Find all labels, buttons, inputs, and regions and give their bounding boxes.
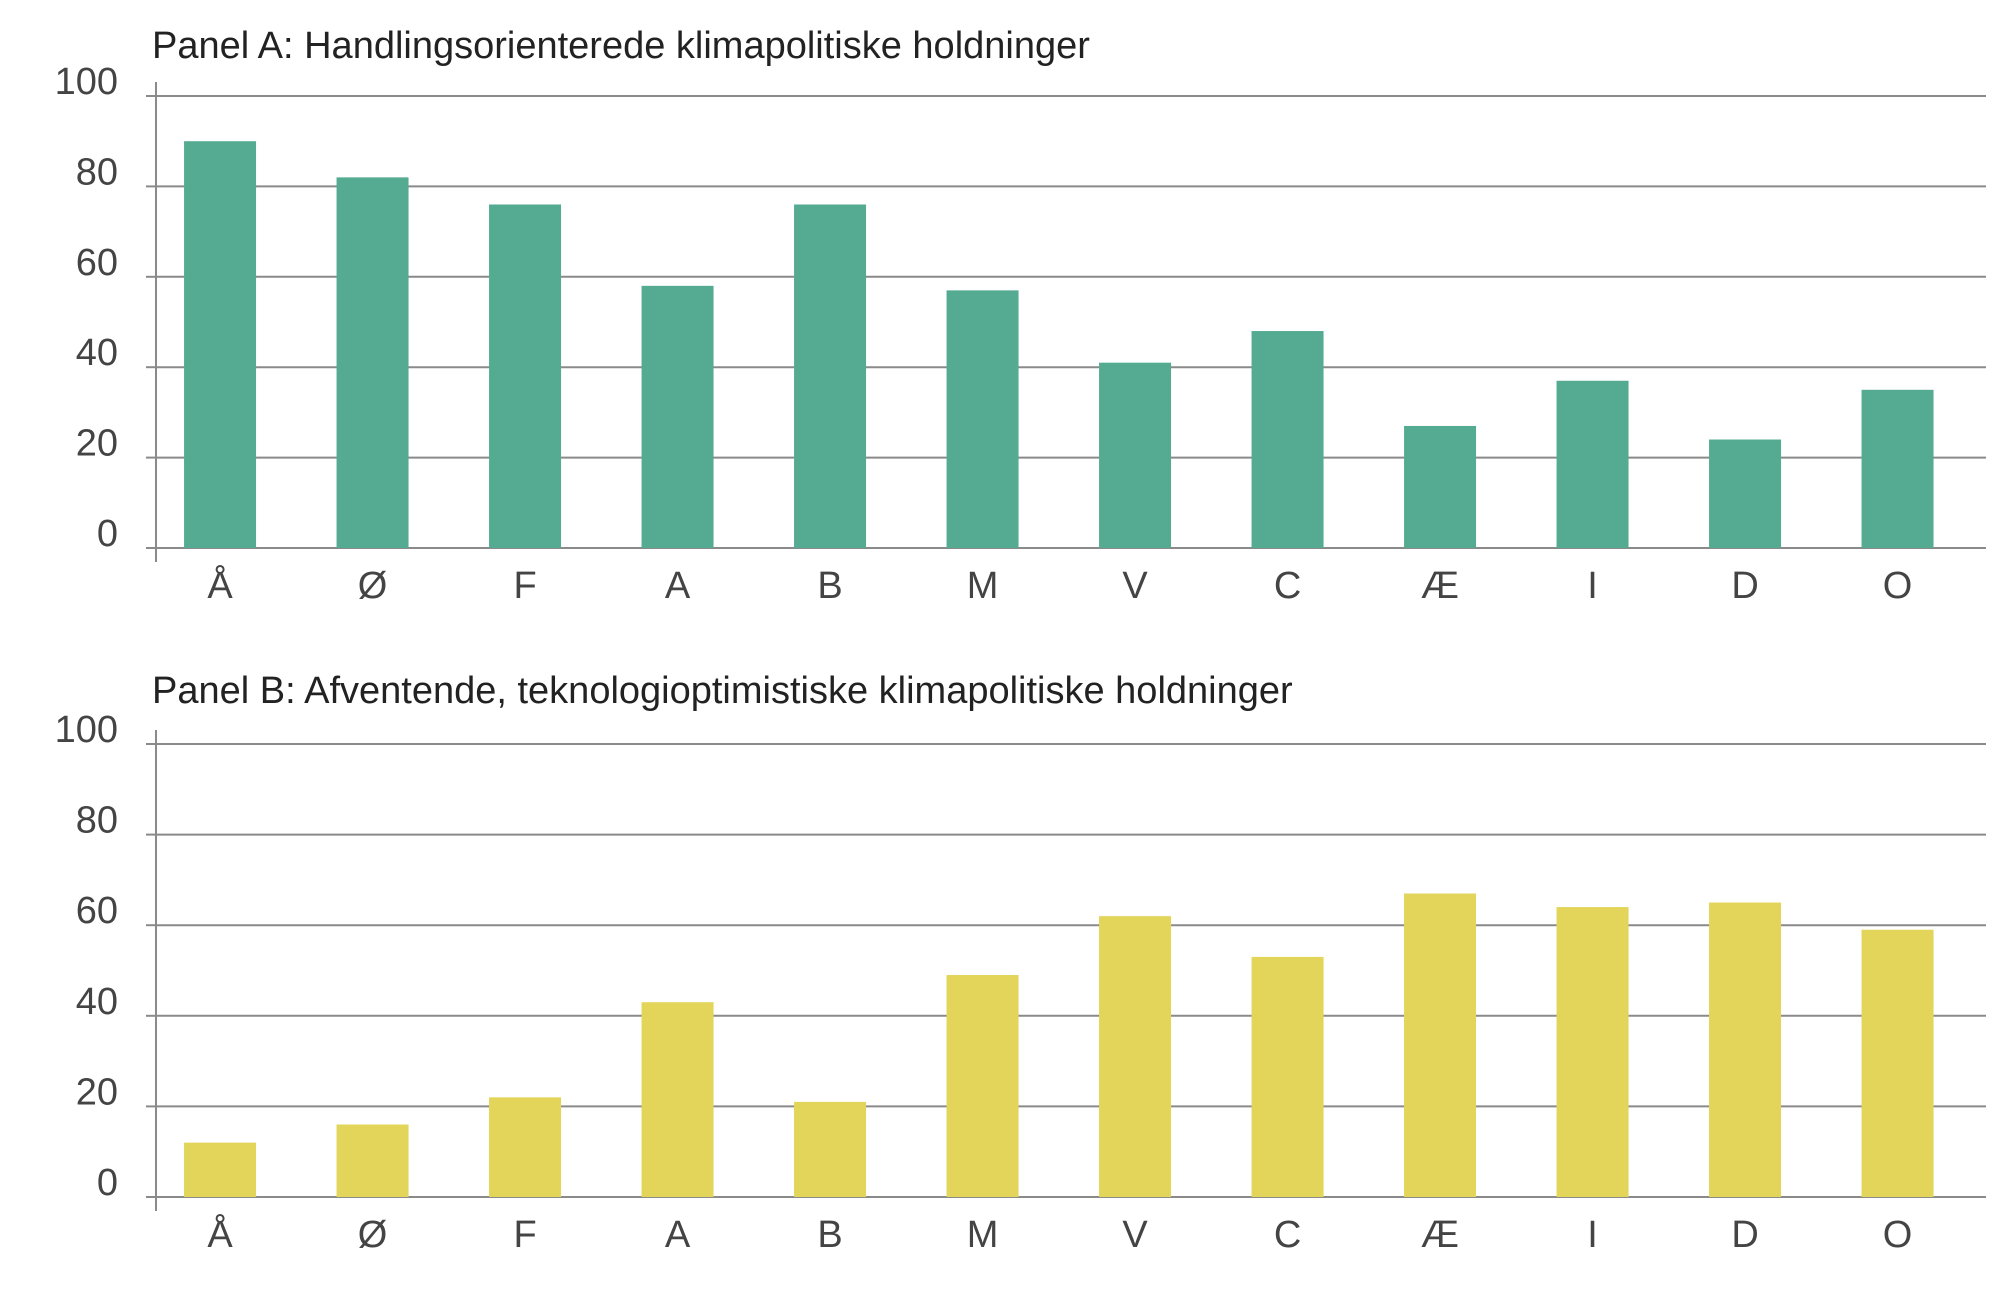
x-tick-label: B (817, 1214, 842, 1256)
x-tick-label: V (1122, 565, 1148, 607)
bar (1556, 907, 1629, 1197)
x-tick-label: D (1731, 1214, 1758, 1256)
x-tick-label: M (967, 565, 999, 607)
x-tick-label: C (1274, 565, 1301, 607)
x-tick-label: C (1274, 1214, 1301, 1256)
x-tick-label: A (665, 565, 691, 607)
bar (1861, 929, 1934, 1197)
y-tick-label: 0 (97, 513, 118, 555)
bar (184, 141, 257, 548)
x-tick-label: M (967, 1214, 999, 1256)
bar (794, 204, 867, 549)
bar (1709, 902, 1782, 1197)
x-tick-label: F (513, 565, 536, 607)
y-tick-label: 100 (55, 61, 118, 103)
x-tick-label: Å (207, 1212, 233, 1256)
x-tick-label: Å (207, 563, 233, 607)
bar (946, 290, 1019, 548)
bar (1099, 362, 1172, 548)
bar (1251, 956, 1324, 1197)
x-tick-label: B (817, 565, 842, 607)
bar (641, 285, 714, 548)
y-tick-label: 20 (76, 423, 118, 465)
bar (1861, 389, 1934, 548)
x-tick-label: D (1731, 565, 1758, 607)
y-tick-label: 40 (76, 981, 118, 1023)
x-tick-label: V (1122, 1214, 1148, 1256)
bar (946, 975, 1019, 1197)
y-tick-label: 100 (55, 709, 118, 751)
x-tick-label: Æ (1421, 1214, 1459, 1256)
bar (489, 1097, 562, 1197)
x-tick-label: Ø (358, 565, 388, 607)
chart-title: Panel B: Afventende, teknologioptimistis… (152, 670, 1293, 712)
x-tick-label: A (665, 1214, 691, 1256)
x-tick-label: I (1587, 565, 1598, 607)
y-tick-label: 20 (76, 1071, 118, 1113)
y-tick-label: 80 (76, 800, 118, 842)
y-tick-label: 0 (97, 1162, 118, 1204)
bar (794, 1101, 867, 1197)
bar (1556, 380, 1629, 548)
bar (1099, 916, 1172, 1197)
bar (184, 1142, 257, 1197)
x-tick-label: I (1587, 1214, 1598, 1256)
bar (1251, 331, 1324, 548)
x-tick-label: Ø (358, 1214, 388, 1256)
chart-title: Panel A: Handlingsorienterede klimapolit… (152, 25, 1090, 67)
y-tick-label: 60 (76, 890, 118, 932)
bar (1709, 439, 1782, 548)
bar (641, 1002, 714, 1197)
x-tick-label: F (513, 1214, 536, 1256)
x-tick-label: O (1883, 565, 1913, 607)
bar (1404, 893, 1477, 1197)
x-tick-label: O (1883, 1214, 1913, 1256)
y-tick-label: 60 (76, 242, 118, 284)
y-tick-label: 80 (76, 151, 118, 193)
x-tick-label: Æ (1421, 565, 1459, 607)
bar (336, 1124, 409, 1197)
bar (336, 177, 409, 549)
bar (1404, 425, 1477, 548)
y-tick-label: 40 (76, 332, 118, 374)
bar (489, 204, 562, 549)
